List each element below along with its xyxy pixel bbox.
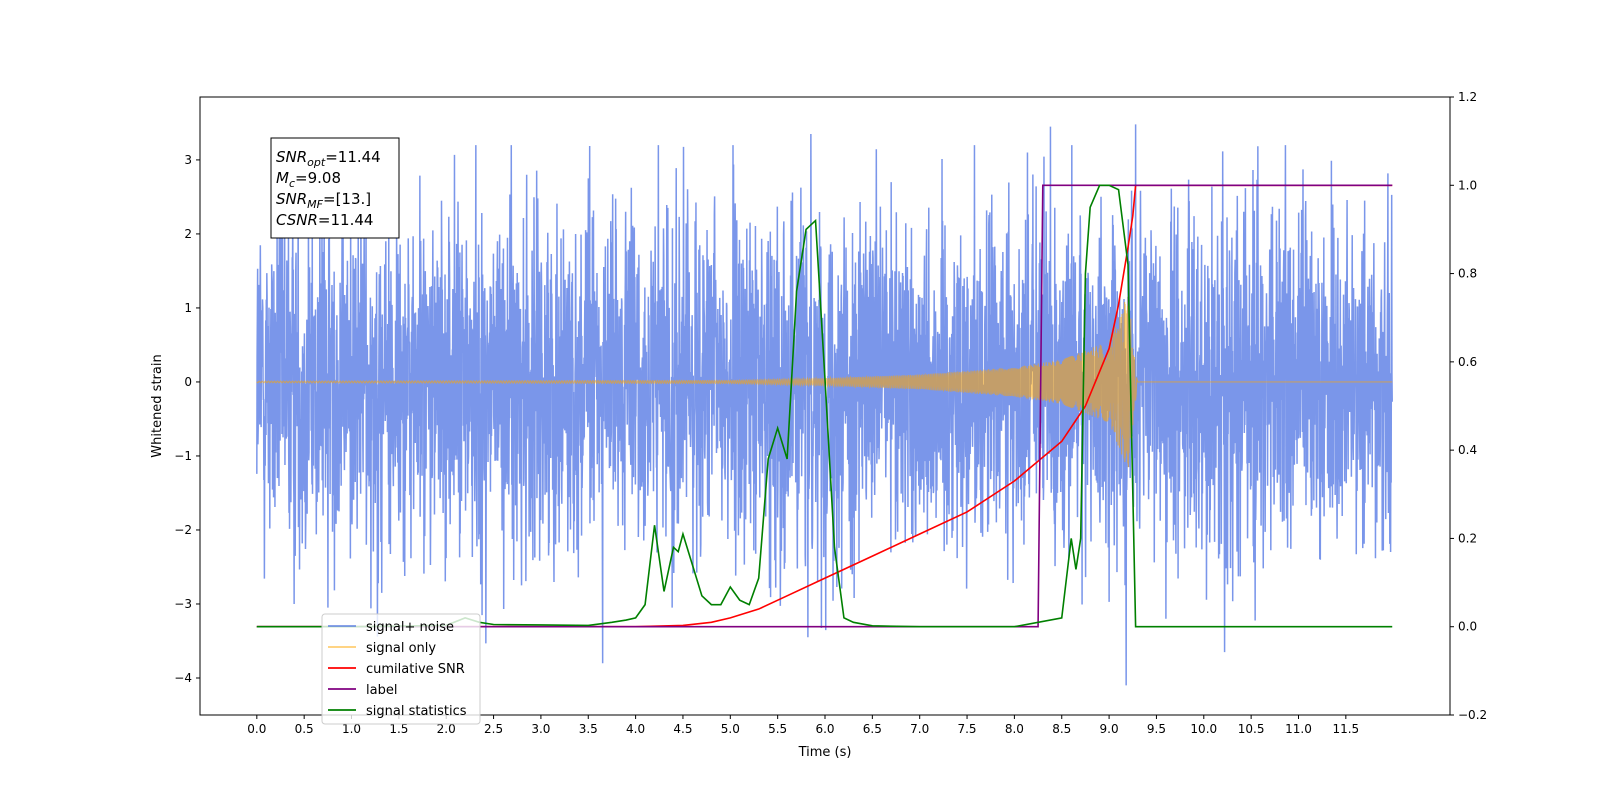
legend-label: label bbox=[366, 683, 397, 698]
legend-label: signal statistics bbox=[366, 704, 467, 719]
x-tick-label: 1.0 bbox=[342, 722, 361, 736]
series-signal-only bbox=[256, 296, 1393, 468]
y2-tick-label: 0.4 bbox=[1458, 443, 1477, 457]
x-tick-label: 3.0 bbox=[531, 722, 550, 736]
series-signal-noise bbox=[256, 124, 1393, 686]
x-tick-label: 6.5 bbox=[863, 722, 882, 736]
x-tick-label: 10.5 bbox=[1238, 722, 1265, 736]
plot-area bbox=[256, 124, 1393, 686]
y2-tick-label: 0.8 bbox=[1458, 267, 1477, 281]
x-tick-label: 4.5 bbox=[673, 722, 692, 736]
x-tick-label: 7.5 bbox=[957, 722, 976, 736]
y2-tick-label: −0.2 bbox=[1458, 708, 1487, 722]
legend-label: signal+ noise bbox=[366, 620, 454, 635]
y-tick-label: 1 bbox=[184, 301, 192, 315]
x-tick-label: 11.0 bbox=[1285, 722, 1312, 736]
annotation-frame bbox=[270, 137, 400, 239]
x-tick-label: 5.5 bbox=[768, 722, 787, 736]
y-tick-label: 0 bbox=[184, 375, 192, 389]
axes: 0.0 0.5 1.0 1.5 2.0 2.5 3.0 3.5 4.0 4.5 5.0 5.5 6.0 6… bbox=[174, 90, 1487, 736]
x-tick-label: 0.0 bbox=[247, 722, 266, 736]
annotation-line: CSNR=11.44 bbox=[276, 211, 373, 229]
y2-tick-label: 0.2 bbox=[1458, 531, 1477, 545]
y2-tick-label: 1.2 bbox=[1458, 90, 1477, 104]
annotation-line: Mc=9.08 bbox=[276, 169, 341, 190]
annotation-line: SNRopt=11.44 bbox=[276, 148, 381, 169]
y2-tick-label: 0.0 bbox=[1458, 620, 1477, 634]
x-tick-label: 8.0 bbox=[1005, 722, 1024, 736]
y-tick-label: −2 bbox=[174, 523, 192, 537]
y2-tick-label: 1.0 bbox=[1458, 178, 1477, 192]
y-tick-label: −1 bbox=[174, 449, 192, 463]
y-tick-label: −4 bbox=[174, 671, 192, 685]
annotation-line: SNRMF=[13.] bbox=[276, 190, 371, 211]
x-tick-label: 0.5 bbox=[295, 722, 314, 736]
legend-label: signal only bbox=[366, 641, 436, 656]
x-tick-label: 5.0 bbox=[721, 722, 740, 736]
y-tick-label: 2 bbox=[184, 227, 192, 241]
x-tick-label: 3.5 bbox=[579, 722, 598, 736]
series-signal-statistics bbox=[256, 184, 1393, 628]
legend: signal+ noise signal only cumilative SNR la… bbox=[321, 613, 481, 725]
x-axis-label: Time (s) bbox=[798, 745, 852, 760]
x-tick-label: 2.0 bbox=[437, 722, 456, 736]
x-tick-label: 9.0 bbox=[1100, 722, 1119, 736]
x-tick-label: 11.5 bbox=[1332, 722, 1359, 736]
y-tick-label: 3 bbox=[184, 153, 192, 167]
x-tick-label: 2.5 bbox=[484, 722, 503, 736]
y-tick-label: −3 bbox=[174, 597, 192, 611]
x-tick-label: 9.5 bbox=[1147, 722, 1166, 736]
x-tick-label: 1.5 bbox=[389, 722, 408, 736]
legend-frame bbox=[321, 613, 481, 725]
y2-tick-label: 0.6 bbox=[1458, 355, 1477, 369]
y-axis-label: Whitened strain bbox=[150, 354, 165, 457]
x-tick-label: 7.0 bbox=[910, 722, 929, 736]
x-tick-label: 8.5 bbox=[1052, 722, 1071, 736]
x-tick-label: 6.0 bbox=[815, 722, 834, 736]
legend-label: cumilative SNR bbox=[366, 662, 465, 677]
x-tick-label: 10.0 bbox=[1190, 722, 1217, 736]
x-tick-label: 4.0 bbox=[626, 722, 645, 736]
